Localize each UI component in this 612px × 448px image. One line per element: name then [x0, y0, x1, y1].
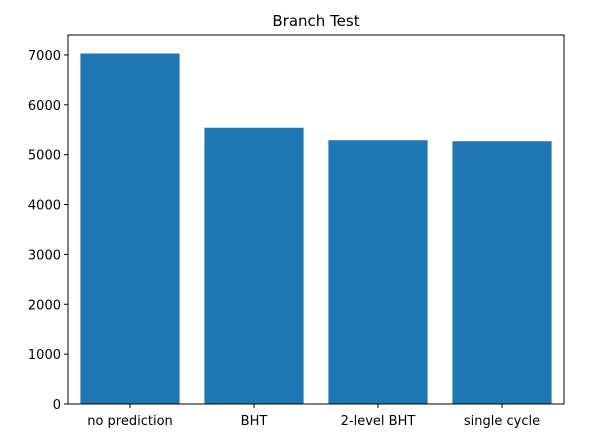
- bar-2-level-bht: [328, 140, 428, 404]
- x-tick-label: single cycle: [464, 414, 540, 429]
- axes-frame: [67, 34, 565, 405]
- chart-title: Branch Test: [272, 12, 359, 30]
- bar-single-cycle: [452, 141, 552, 404]
- y-tick-label: 0: [53, 398, 61, 413]
- y-tick-label: 1000: [28, 348, 61, 363]
- y-tick-label: 4000: [28, 199, 61, 214]
- y-tick-label: 2000: [28, 298, 61, 313]
- bar-no-prediction: [80, 53, 180, 404]
- bar-bht: [204, 127, 304, 404]
- plot-area: 0 1000 2000 3000 4000 5000 6000 7000 no predicti…: [28, 34, 565, 429]
- x-tick-label: BHT: [241, 414, 268, 429]
- y-tick-label: 3000: [28, 248, 61, 263]
- y-tick-label: 5000: [28, 149, 61, 164]
- y-tick-label: 7000: [28, 49, 61, 64]
- x-tick-label: 2-level BHT: [341, 414, 416, 429]
- y-tick-label: 6000: [28, 99, 61, 114]
- x-tick-label: no prediction: [87, 414, 173, 429]
